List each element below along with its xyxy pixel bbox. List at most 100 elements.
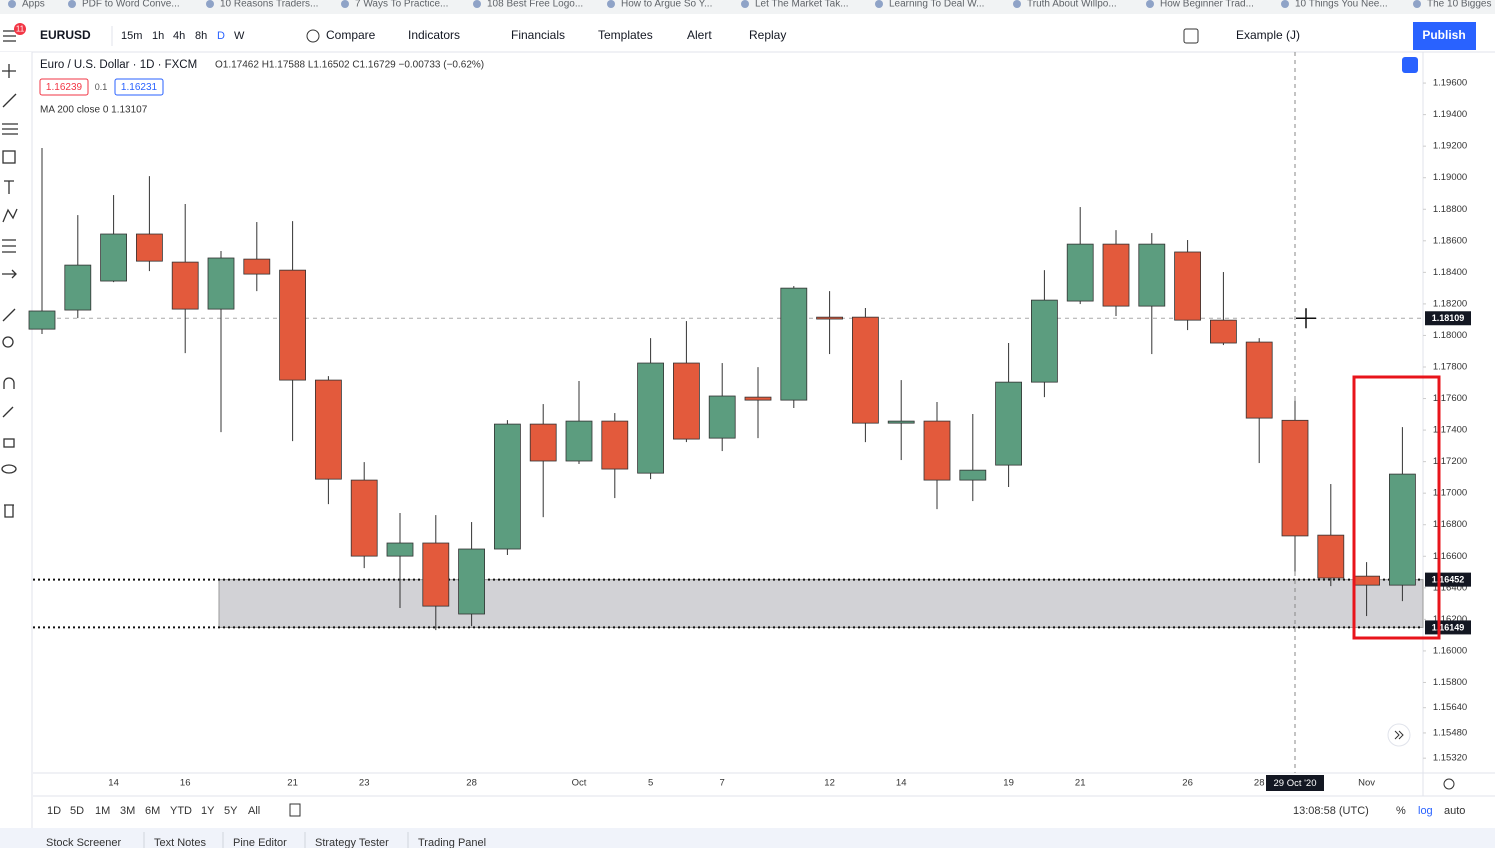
pattern-tool[interactable]	[2, 208, 18, 223]
candle-body	[780, 287, 808, 401]
lock-tool[interactable]	[3, 438, 15, 448]
interval-button[interactable]: 1h	[152, 30, 164, 42]
alert-button[interactable]: Alert	[687, 28, 712, 42]
candle-body	[279, 269, 307, 381]
bookmark[interactable]: Apps	[22, 0, 45, 10]
publish-button[interactable]: Publish	[1422, 28, 1465, 42]
candle-body	[959, 469, 987, 481]
bookmark[interactable]: 10 Reasons Traders...	[220, 0, 318, 10]
bookmark[interactable]: 108 Best Free Logo...	[487, 0, 583, 10]
timeframe-button[interactable]: 3M	[120, 805, 135, 817]
buy-price[interactable]: 1.16231	[121, 82, 158, 93]
y-tick-label: 1.18800	[1433, 204, 1467, 215]
bookmark[interactable]: How Beginner Trad...	[1160, 0, 1254, 10]
timeframe-button[interactable]: YTD	[170, 805, 192, 817]
bookmark[interactable]: PDF to Word Conve...	[82, 0, 180, 10]
x-tick-label: 14	[896, 778, 907, 789]
cursor	[1296, 308, 1316, 329]
x-tick-label: 19	[1003, 778, 1014, 789]
bookmark-icon	[1146, 0, 1154, 8]
shape-tool[interactable]	[2, 150, 16, 164]
replay-button[interactable]: Replay	[749, 28, 786, 42]
ruler-tool[interactable]	[2, 308, 16, 322]
bookmark[interactable]: 7 Ways To Practice...	[355, 0, 448, 10]
y-tick-label: 1.16800	[1433, 519, 1467, 530]
text-tool[interactable]	[4, 180, 14, 194]
crosshair-price: 1.18109	[1432, 313, 1465, 323]
highlight-box	[1352, 375, 1441, 640]
timeframe-button[interactable]: 6M	[145, 805, 160, 817]
magnet-tool[interactable]	[3, 377, 15, 389]
interval-button[interactable]: 8h	[195, 30, 207, 42]
zone	[218, 579, 1424, 628]
candle-body	[673, 362, 700, 440]
bookmark[interactable]: How to Argue So Y...	[621, 0, 712, 10]
date-range-icon[interactable]	[289, 803, 301, 817]
y-tick-label: 1.17400	[1433, 425, 1467, 436]
panel-tab[interactable]: Pine Editor	[233, 837, 287, 848]
candle-body	[350, 479, 378, 557]
bookmark[interactable]: The 10 Bigges	[1427, 0, 1492, 10]
panel-tab[interactable]: Strategy Tester	[315, 837, 389, 848]
y-tick-label: 1.19200	[1433, 141, 1467, 152]
bookmark-icon	[473, 0, 481, 8]
bottom-tabs: Stock Screener Text Notes Pine Editor Strat…	[46, 832, 486, 848]
financials-button[interactable]: Financials	[511, 28, 565, 42]
candle-body	[243, 258, 271, 275]
symbol[interactable]: EURUSD	[40, 28, 91, 42]
interval-button[interactable]: D	[217, 30, 225, 42]
timeframe-button[interactable]: 5Y	[224, 805, 238, 817]
scale-option[interactable]: %	[1396, 805, 1406, 817]
candle-body	[637, 362, 664, 474]
candle-body	[1353, 575, 1380, 586]
candle-body	[171, 261, 199, 310]
panel-tab[interactable]: Stock Screener	[46, 837, 122, 848]
timeframe-button[interactable]: 5D	[70, 805, 84, 817]
legend-ohlc: O1.17462 H1.17588 L1.16502 C1.16729 −0.0…	[215, 60, 484, 71]
candle-body	[1138, 243, 1166, 307]
candle-body	[207, 257, 235, 310]
prediction-tool[interactable]	[2, 239, 16, 253]
fib-tool[interactable]	[2, 123, 18, 135]
auto-scale-button[interactable]	[1402, 57, 1418, 73]
interval-button[interactable]: W	[234, 30, 245, 42]
sell-box[interactable]	[39, 78, 89, 96]
zoom-tool[interactable]	[2, 336, 14, 348]
timeframe-button[interactable]: All	[248, 805, 260, 817]
templates-button[interactable]: Templates	[598, 28, 653, 42]
interval-button[interactable]: 15m	[121, 30, 142, 42]
sell-price[interactable]: 1.16239	[46, 82, 83, 93]
layout-button[interactable]: Example (J)	[1236, 28, 1300, 42]
y-tick-label: 1.17000	[1433, 488, 1467, 499]
bookmark[interactable]: 10 Things You Nee...	[1295, 0, 1388, 10]
bookmark[interactable]: Truth About Willpo...	[1027, 0, 1117, 10]
y-tick-label: 1.19000	[1433, 172, 1467, 183]
indicators-button[interactable]: Indicators	[408, 28, 460, 42]
icon-tool[interactable]	[2, 269, 17, 279]
y-tick-label: 1.18600	[1433, 235, 1467, 246]
timeframe-button[interactable]: 1M	[95, 805, 110, 817]
crosshair-tool[interactable]	[2, 64, 16, 78]
scale-option[interactable]: auto	[1444, 805, 1465, 817]
buy-box[interactable]	[114, 78, 164, 96]
panel-tab[interactable]: Trading Panel	[418, 837, 486, 848]
interval-button[interactable]: 4h	[173, 30, 185, 42]
menu-icon[interactable]	[3, 30, 16, 42]
publish-button-bg[interactable]	[1413, 22, 1476, 50]
delete-tool[interactable]	[4, 504, 14, 518]
hide-tool[interactable]	[1, 464, 17, 474]
panel-tab[interactable]: Text Notes	[154, 837, 206, 848]
trend-line-tool[interactable]	[2, 93, 17, 108]
drawing-mode-tool[interactable]	[2, 406, 14, 418]
bookmark-icon	[1281, 0, 1289, 8]
bookmark[interactable]: Learning To Deal W...	[889, 0, 984, 10]
layout-icon[interactable]	[1183, 28, 1199, 44]
compare-button[interactable]: Compare	[326, 28, 376, 42]
tool-icons	[1, 30, 18, 518]
settings-icon[interactable]	[1443, 778, 1455, 790]
bookmark[interactable]: Let The Market Tak...	[755, 0, 849, 10]
timeframe-button[interactable]: 1Y	[201, 805, 215, 817]
timeframe-button[interactable]: 1D	[47, 805, 61, 817]
scale-option[interactable]: log	[1418, 805, 1433, 817]
